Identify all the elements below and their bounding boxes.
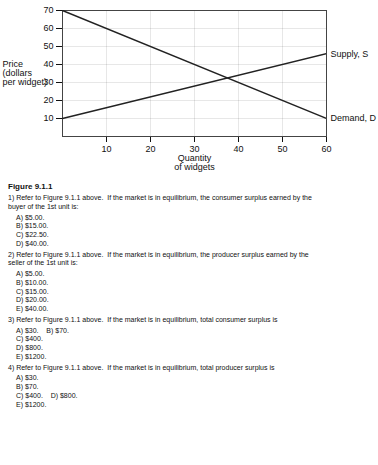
html-text:Figure 9.1.1: Figure 9.1.1 [8, 182, 53, 191]
svg-text:30: 30 [189, 143, 200, 154]
html-text:A) $30. B) $70. C) $400. D) $8: A) $30. B) $70. C) $400. D) $800. E) $12… [16, 374, 78, 408]
svg-text:10: 10 [43, 113, 53, 123]
svg-text:20: 20 [145, 144, 155, 154]
svg-text:20: 20 [43, 95, 53, 105]
svg-text:Quantityof widgets: Quantityof widgets [174, 153, 215, 172]
svg-text:50: 50 [43, 41, 53, 51]
svg-text:40: 40 [43, 59, 53, 69]
html-text:A) $5.00. B) $15.00. C) $22.50: A) $5.00. B) $15.00. C) $22.50. D) $40.0… [16, 213, 49, 247]
svg-text:40: 40 [233, 144, 243, 154]
svg-text:Demand, D: Demand, D [331, 113, 377, 123]
svg-text:10: 10 [101, 144, 111, 154]
svg-text:60: 60 [321, 144, 331, 154]
svg-text:30: 30 [43, 77, 54, 88]
svg-text:50: 50 [277, 144, 287, 154]
html-text:2) Refer to Figure 9.1.1 above: 2) Refer to Figure 9.1.1 above. If the m… [8, 250, 309, 267]
svg-text:Price(dollarsper widget): Price(dollarsper widget) [3, 59, 48, 87]
html-text:A) $30. B) $70. C) $400. D) $8: A) $30. B) $70. C) $400. D) $800. E) $12… [16, 326, 69, 360]
svg-text:60: 60 [43, 23, 53, 33]
svg-text:Supply, S: Supply, S [331, 49, 369, 59]
svg-text:70: 70 [43, 5, 53, 15]
html-text:4) Refer to Figure 9.1.1 above: 4) Refer to Figure 9.1.1 above. If the m… [8, 363, 275, 371]
html-text:3) Refer to Figure 9.1.1 above: 3) Refer to Figure 9.1.1 above. If the m… [8, 315, 278, 323]
html-text:A) $5.00. B) $10.00. C) $15.00: A) $5.00. B) $10.00. C) $15.00. D) $20.0… [16, 270, 49, 312]
html-text:1) Refer to Figure 9.1.1 above: 1) Refer to Figure 9.1.1 above. If the m… [8, 194, 312, 210]
